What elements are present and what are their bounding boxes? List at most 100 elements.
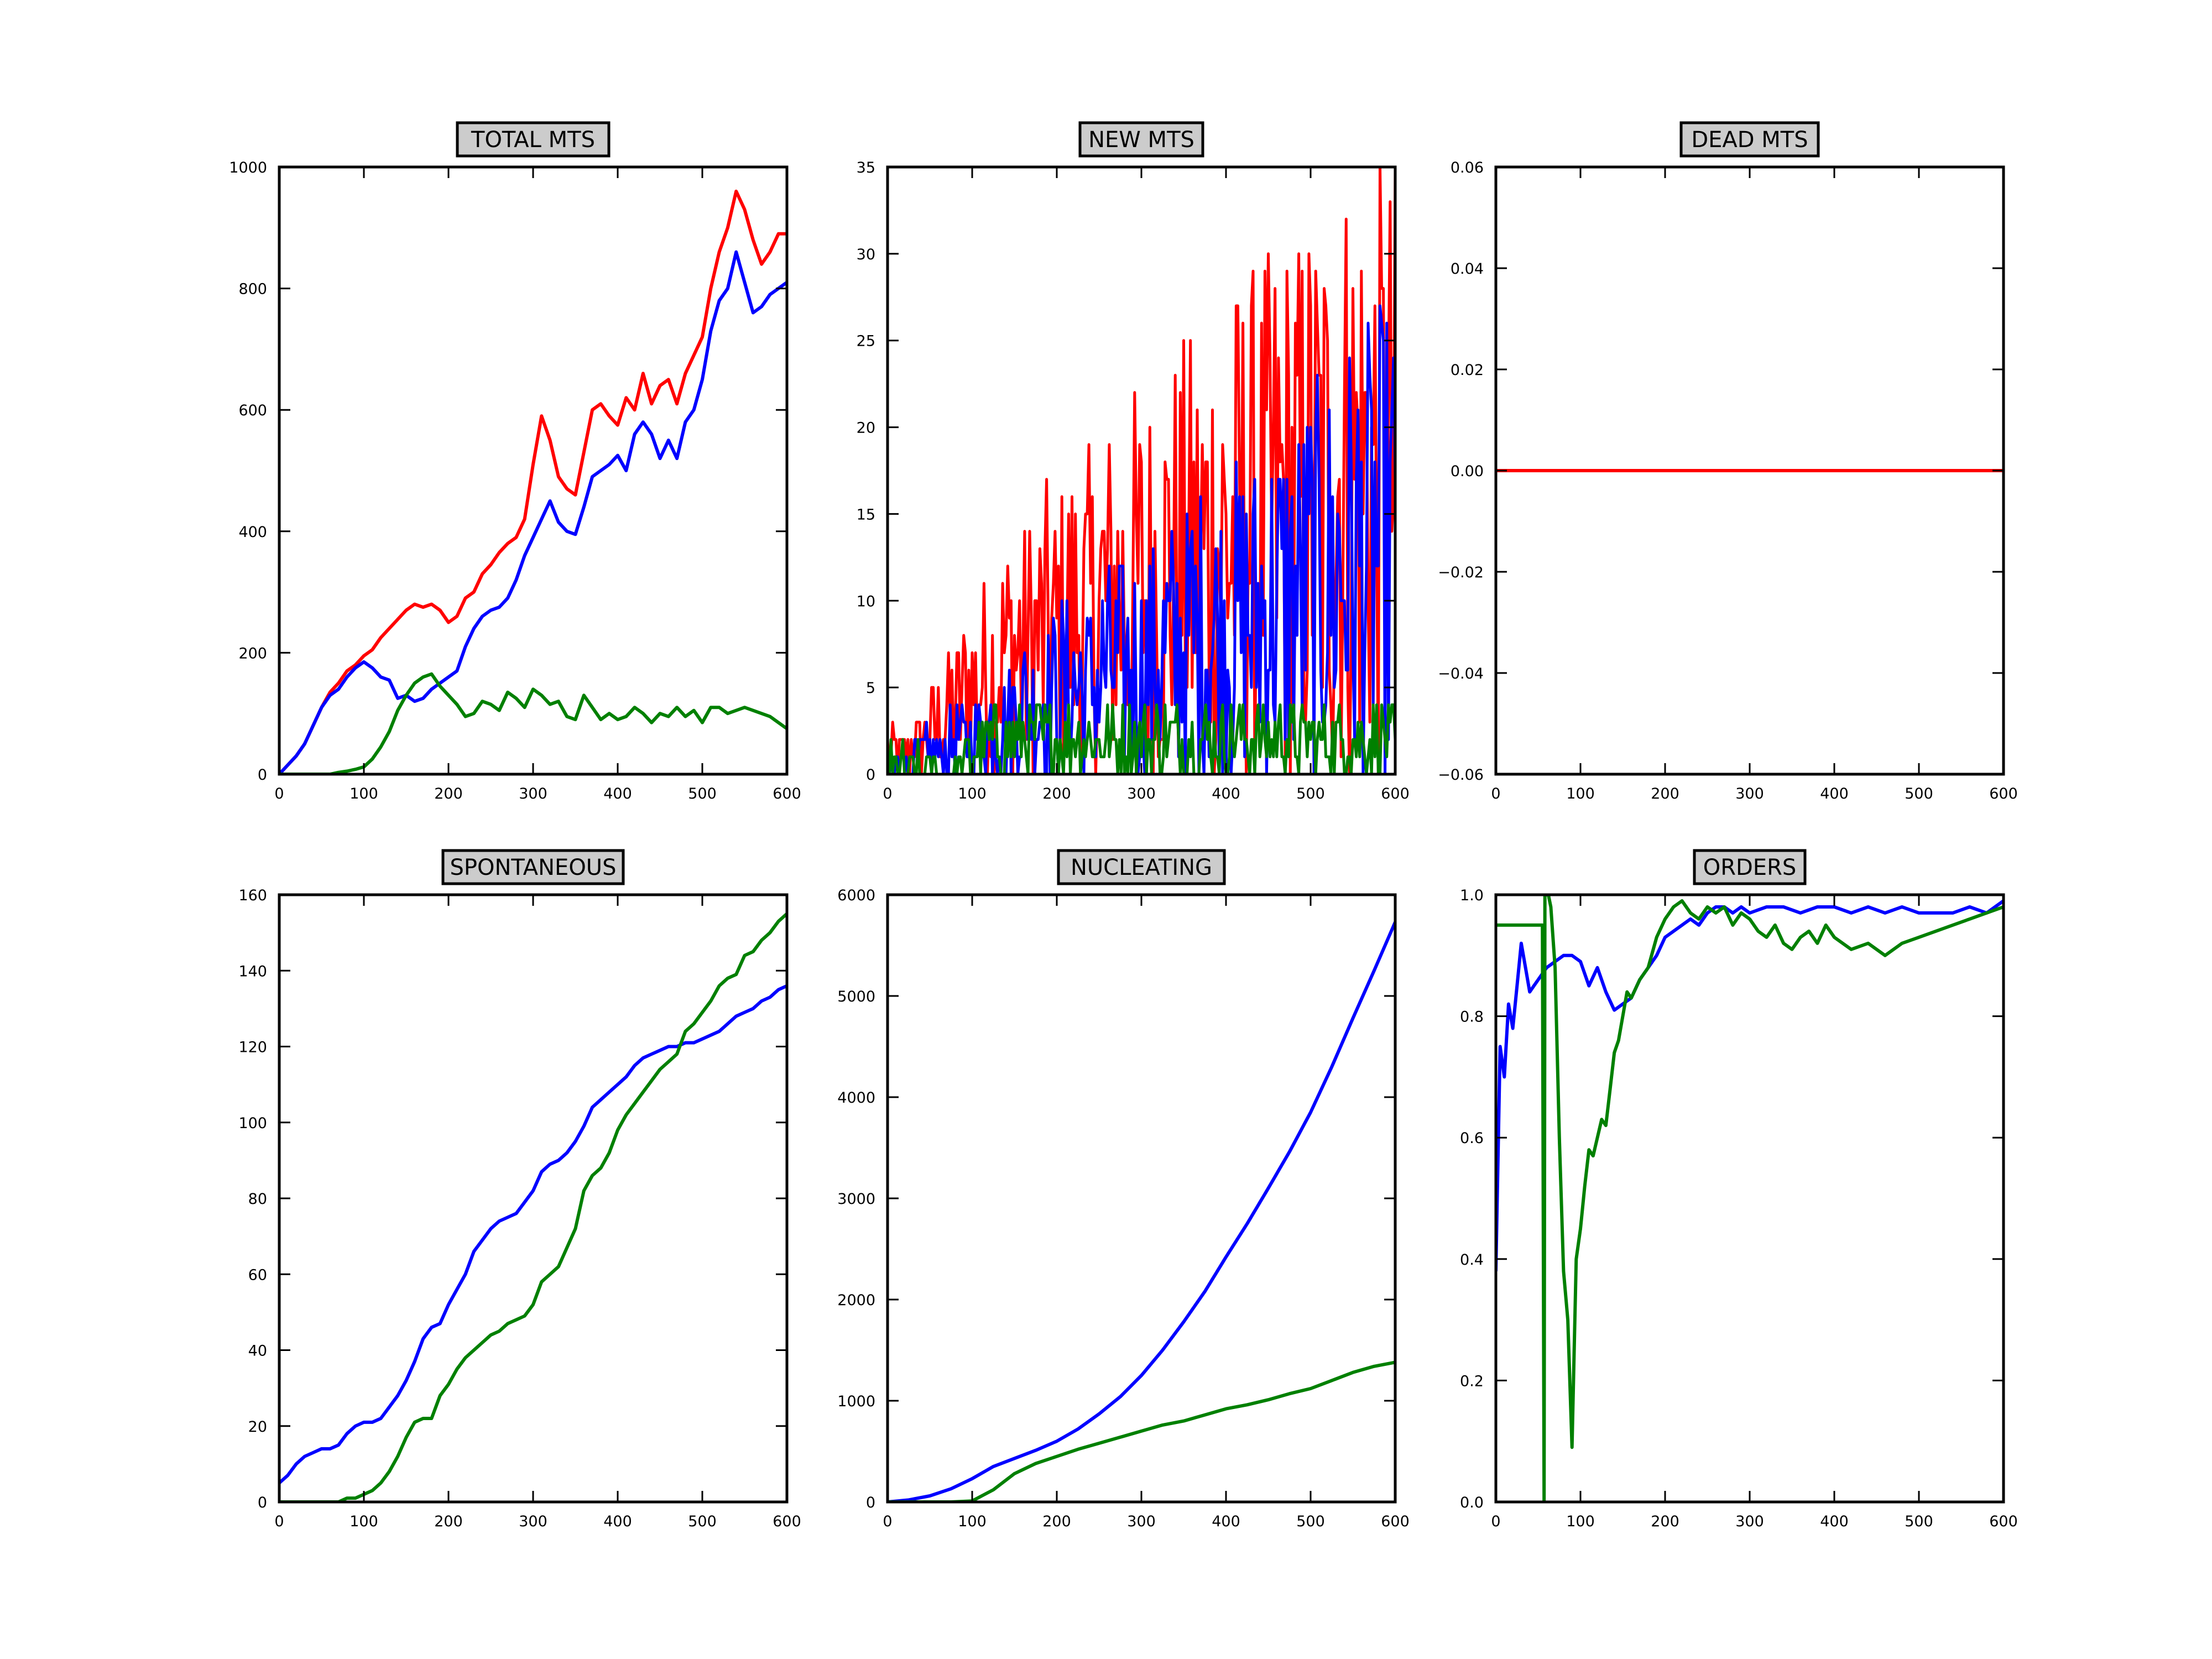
y-tick-label: 3000 <box>837 1191 875 1208</box>
y-tick-label: 0.00 <box>1451 463 1484 480</box>
x-tick-label: 600 <box>773 785 801 802</box>
series-line-green <box>1496 895 2004 1502</box>
chart-panel-5: 0 100 200 300 400 500 600 0.0 0.2 0.4 0.6 0.8 1.0 ORD… <box>1460 849 2018 1530</box>
series-line-green <box>888 703 1395 774</box>
x-tick-label: 500 <box>1296 1513 1325 1530</box>
y-tick-label: 40 <box>248 1343 267 1360</box>
y-tick-label: 35 <box>857 159 875 176</box>
y-tick-label: 1.0 <box>1460 887 1484 904</box>
chart-panel-4: 0 100 200 300 400 500 600010002000300040005000… <box>837 849 1410 1530</box>
x-tick-label: 400 <box>1212 785 1240 802</box>
chart-title: SPONTANEOUS <box>450 855 617 880</box>
y-tick-label: 80 <box>248 1191 267 1208</box>
y-tick-label: 5 <box>866 680 875 697</box>
plot-frame <box>278 893 789 1504</box>
y-tick-label: 0 <box>258 766 267 784</box>
y-tick-label: 0.2 <box>1460 1373 1484 1390</box>
x-tick-label: 200 <box>1651 1513 1679 1530</box>
x-tick-label: 0 <box>883 1513 892 1530</box>
x-tick-label: 500 <box>688 785 717 802</box>
y-tick-label: 60 <box>248 1266 267 1284</box>
y-tick-label: 0 <box>866 766 875 784</box>
chart-title-box <box>1078 121 1204 158</box>
y-tick-label: 20 <box>857 420 875 437</box>
x-tick-label: 300 <box>1735 785 1764 802</box>
chart-panel-2: 0 100 200 300 400 500 600 −0.06 −0.04 −0.02 0.00 0.… <box>1438 121 2018 802</box>
y-tick-label: 0 <box>866 1494 875 1511</box>
x-tick-label: 0 <box>274 785 284 802</box>
chart-title: ORDERS <box>1703 855 1797 880</box>
y-tick-label: 200 <box>238 645 267 662</box>
y-tick-label: 100 <box>238 1115 267 1132</box>
x-tick-label: 100 <box>1566 785 1595 802</box>
x-tick-label: 100 <box>349 785 378 802</box>
x-tick-label: 0 <box>1491 1513 1500 1530</box>
y-tick-label: 30 <box>857 246 875 263</box>
x-tick-label: 200 <box>1042 785 1071 802</box>
x-tick-label: 100 <box>958 1513 987 1530</box>
chart-title: DEAD MTS <box>1691 127 1808 153</box>
y-tick-label: 140 <box>238 963 267 980</box>
x-tick-label: 300 <box>1735 1513 1764 1530</box>
y-tick-label: 1000 <box>229 159 267 176</box>
chart-title-box <box>1693 849 1807 885</box>
y-tick-label: 20 <box>248 1418 267 1436</box>
chart-title: NUCLEATING <box>1071 855 1212 880</box>
x-tick-label: 200 <box>1651 785 1679 802</box>
x-tick-label: 400 <box>603 1513 632 1530</box>
y-tick-label: 0.04 <box>1451 260 1484 278</box>
chart-panel-0: 0 100 200 300 400 500 600 0 200 400 600 800 1000 TOTA… <box>229 121 801 802</box>
y-tick-label: 0.02 <box>1451 362 1484 379</box>
chart-title-box <box>1679 121 1820 158</box>
x-tick-label: 100 <box>1566 1513 1595 1530</box>
y-tick-label: 10 <box>857 593 875 610</box>
x-tick-label: 200 <box>1042 1513 1071 1530</box>
y-tick-label: 4000 <box>837 1089 875 1107</box>
series-line-red <box>279 189 787 774</box>
x-tick-label: 400 <box>1820 785 1849 802</box>
y-tick-label: 0.8 <box>1460 1009 1484 1026</box>
x-tick-label: 600 <box>1989 785 2018 802</box>
x-tick-label: 300 <box>1127 785 1156 802</box>
y-tick-label: 25 <box>857 333 875 350</box>
y-tick-label: −0.04 <box>1438 665 1484 682</box>
series-line-blue <box>1496 899 2004 1271</box>
x-tick-label: 0 <box>274 1513 284 1530</box>
x-tick-label: 500 <box>688 1513 717 1530</box>
y-tick-label: 120 <box>238 1039 267 1056</box>
y-tick-label: 0.06 <box>1451 159 1484 176</box>
y-tick-label: 0.6 <box>1460 1130 1484 1147</box>
y-tick-label: 400 <box>238 524 267 541</box>
x-tick-label: 100 <box>958 785 987 802</box>
x-tick-label: 0 <box>883 785 892 802</box>
series-line-red <box>888 167 1395 774</box>
y-tick-label: 1000 <box>837 1393 875 1410</box>
series-line-green <box>279 672 787 774</box>
x-tick-label: 600 <box>1381 1513 1410 1530</box>
chart-title-box <box>456 121 611 158</box>
series-line-blue <box>888 921 1395 1502</box>
x-tick-label: 500 <box>1905 1513 1933 1530</box>
chart-panel-3: 0 100 200 300 400 500 600 0 20 40 60 80 100 120 140 160… <box>238 849 801 1530</box>
x-tick-label: 300 <box>519 1513 547 1530</box>
chart-title-box <box>441 849 625 885</box>
y-tick-label: 600 <box>238 402 267 419</box>
y-tick-label: −0.06 <box>1438 766 1484 784</box>
y-tick-label: 0 <box>258 1494 267 1511</box>
plot-frame <box>886 893 1397 1504</box>
y-tick-label: 15 <box>857 506 875 523</box>
series-line-blue <box>279 250 787 774</box>
x-tick-label: 300 <box>519 785 547 802</box>
y-tick-label: 6000 <box>837 887 875 904</box>
series-line-blue <box>279 984 787 1484</box>
x-tick-label: 500 <box>1905 785 1933 802</box>
chart-title-box <box>1057 849 1226 885</box>
x-tick-label: 400 <box>1212 1513 1240 1530</box>
series-line-blue <box>888 304 1395 774</box>
chart-title: NEW MTS <box>1088 127 1194 153</box>
x-tick-label: 600 <box>773 1513 801 1530</box>
y-tick-label: 5000 <box>837 988 875 1005</box>
x-tick-label: 600 <box>1989 1513 2018 1530</box>
series-line-green <box>279 912 787 1502</box>
